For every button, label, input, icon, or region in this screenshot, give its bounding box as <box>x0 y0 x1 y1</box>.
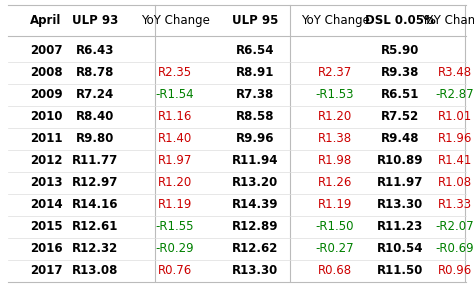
Text: R1.08: R1.08 <box>438 176 472 190</box>
Text: R1.97: R1.97 <box>158 154 192 168</box>
Text: R8.40: R8.40 <box>76 110 114 124</box>
Text: -R2.07: -R2.07 <box>436 221 474 233</box>
Text: 2016: 2016 <box>30 243 63 255</box>
Text: 2009: 2009 <box>30 88 63 102</box>
Text: -R1.53: -R1.53 <box>316 88 354 102</box>
Text: R9.38: R9.38 <box>381 67 419 80</box>
Text: -R0.29: -R0.29 <box>155 243 194 255</box>
Text: R0.96: R0.96 <box>438 265 472 277</box>
Text: R6.54: R6.54 <box>236 45 274 57</box>
Text: ULP 95: ULP 95 <box>232 14 278 27</box>
Text: R11.97: R11.97 <box>377 176 423 190</box>
Text: R9.96: R9.96 <box>236 132 274 146</box>
Text: 2008: 2008 <box>30 67 63 80</box>
Text: R12.97: R12.97 <box>72 176 118 190</box>
Text: R8.58: R8.58 <box>236 110 274 124</box>
Text: R13.30: R13.30 <box>377 198 423 212</box>
Text: -R2.87: -R2.87 <box>436 88 474 102</box>
Text: R14.39: R14.39 <box>232 198 278 212</box>
Text: R9.48: R9.48 <box>381 132 419 146</box>
Text: YoY Change: YoY Change <box>420 14 474 27</box>
Text: R14.16: R14.16 <box>72 198 118 212</box>
Text: April: April <box>30 14 61 27</box>
Text: R10.89: R10.89 <box>377 154 423 168</box>
Text: 2014: 2014 <box>30 198 63 212</box>
Text: -R0.27: -R0.27 <box>316 243 354 255</box>
Text: R7.38: R7.38 <box>236 88 274 102</box>
Text: R6.43: R6.43 <box>76 45 114 57</box>
Text: R8.91: R8.91 <box>236 67 274 80</box>
Text: R1.19: R1.19 <box>318 198 352 212</box>
Text: R13.30: R13.30 <box>232 265 278 277</box>
Text: R1.26: R1.26 <box>318 176 352 190</box>
Text: 2010: 2010 <box>30 110 63 124</box>
Text: ULP 93: ULP 93 <box>72 14 118 27</box>
Text: R13.20: R13.20 <box>232 176 278 190</box>
Text: R2.37: R2.37 <box>318 67 352 80</box>
Text: R12.89: R12.89 <box>232 221 278 233</box>
Text: DSL 0.05%: DSL 0.05% <box>365 14 436 27</box>
Text: R1.96: R1.96 <box>438 132 472 146</box>
Text: R9.80: R9.80 <box>76 132 114 146</box>
Text: -R1.55: -R1.55 <box>156 221 194 233</box>
Text: R11.50: R11.50 <box>377 265 423 277</box>
Text: YoY Change: YoY Change <box>301 14 369 27</box>
Text: R1.19: R1.19 <box>158 198 192 212</box>
Text: R1.16: R1.16 <box>158 110 192 124</box>
Text: 2013: 2013 <box>30 176 63 190</box>
Text: R7.52: R7.52 <box>381 110 419 124</box>
Text: R1.01: R1.01 <box>438 110 472 124</box>
Text: 2011: 2011 <box>30 132 63 146</box>
Text: R1.98: R1.98 <box>318 154 352 168</box>
Text: R2.35: R2.35 <box>158 67 192 80</box>
Text: R0.76: R0.76 <box>158 265 192 277</box>
Text: R11.94: R11.94 <box>232 154 278 168</box>
Text: R12.62: R12.62 <box>232 243 278 255</box>
Text: R11.77: R11.77 <box>72 154 118 168</box>
Text: R5.90: R5.90 <box>381 45 419 57</box>
Text: 2017: 2017 <box>30 265 63 277</box>
Text: R8.78: R8.78 <box>76 67 114 80</box>
Text: R7.24: R7.24 <box>76 88 114 102</box>
Text: R11.23: R11.23 <box>377 221 423 233</box>
Text: R1.38: R1.38 <box>318 132 352 146</box>
Text: R12.32: R12.32 <box>72 243 118 255</box>
Text: 2012: 2012 <box>30 154 63 168</box>
Text: R12.61: R12.61 <box>72 221 118 233</box>
Text: R1.33: R1.33 <box>438 198 472 212</box>
Text: 2007: 2007 <box>30 45 63 57</box>
Text: -R1.54: -R1.54 <box>155 88 194 102</box>
Text: R3.48: R3.48 <box>438 67 472 80</box>
Text: 2015: 2015 <box>30 221 63 233</box>
Text: R10.54: R10.54 <box>377 243 423 255</box>
Text: -R1.50: -R1.50 <box>316 221 354 233</box>
Text: R6.51: R6.51 <box>381 88 419 102</box>
Text: R1.41: R1.41 <box>438 154 472 168</box>
Text: R0.68: R0.68 <box>318 265 352 277</box>
Text: -R0.69: -R0.69 <box>436 243 474 255</box>
Text: R1.20: R1.20 <box>318 110 352 124</box>
Text: R1.40: R1.40 <box>158 132 192 146</box>
Text: R1.20: R1.20 <box>158 176 192 190</box>
Text: YoY Change: YoY Change <box>141 14 210 27</box>
Text: R13.08: R13.08 <box>72 265 118 277</box>
